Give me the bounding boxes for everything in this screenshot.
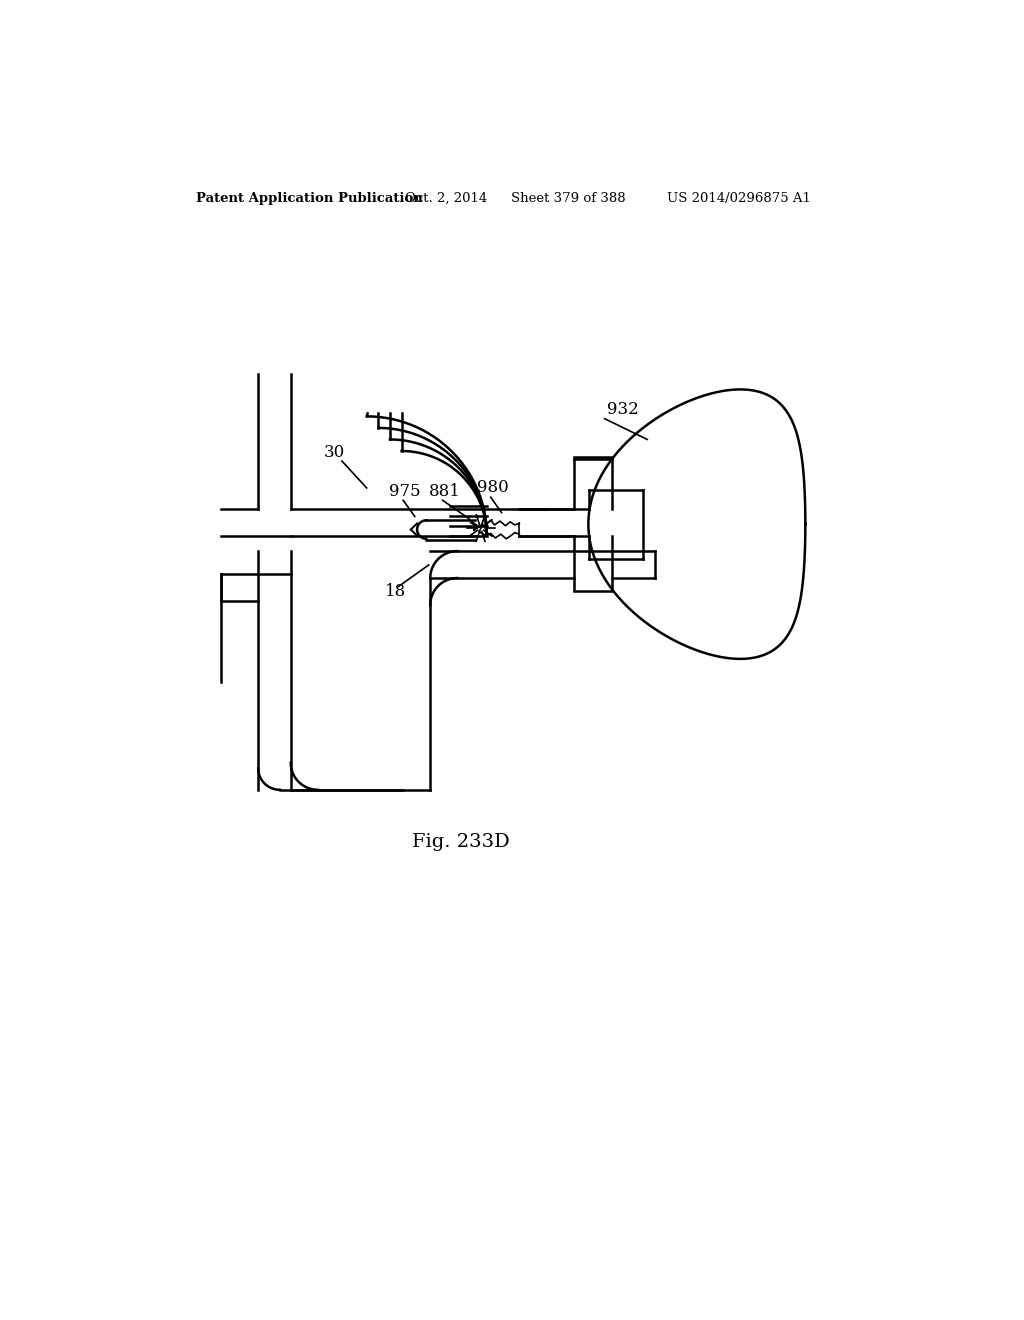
Text: 932: 932 (607, 401, 639, 418)
Text: 30: 30 (324, 444, 344, 461)
Text: 975: 975 (389, 483, 421, 499)
Text: Oct. 2, 2014: Oct. 2, 2014 (406, 191, 487, 205)
Text: 18: 18 (385, 583, 407, 601)
Text: Fig. 233D: Fig. 233D (413, 833, 510, 851)
Text: Patent Application Publication: Patent Application Publication (197, 191, 423, 205)
Text: US 2014/0296875 A1: US 2014/0296875 A1 (668, 191, 811, 205)
Text: 881: 881 (429, 483, 461, 499)
Text: Sheet 379 of 388: Sheet 379 of 388 (511, 191, 626, 205)
Text: 980: 980 (477, 479, 509, 496)
